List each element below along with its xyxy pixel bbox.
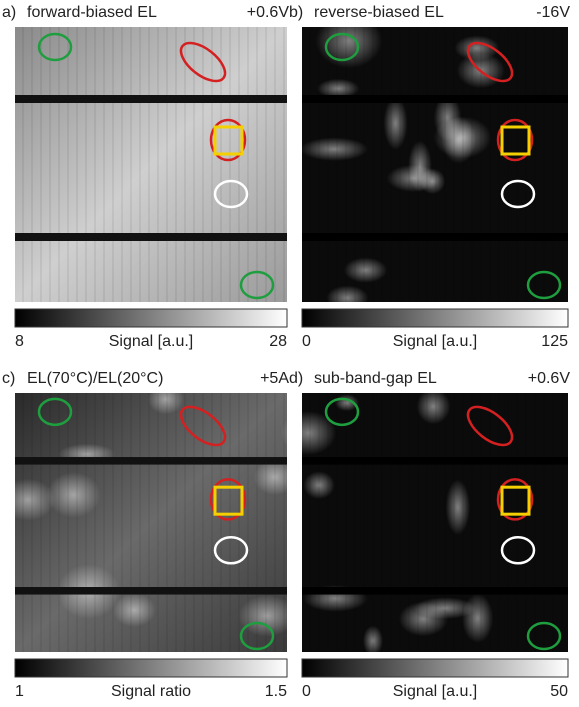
panel-condition: -16V bbox=[536, 4, 570, 21]
panel-condition: +0.6V bbox=[528, 370, 571, 387]
colorbar-max: 50 bbox=[550, 683, 568, 700]
panel-title: EL(70°C)/EL(20°C) bbox=[27, 370, 163, 387]
panel-title: sub-band-gap EL bbox=[314, 370, 437, 387]
busbar-gap bbox=[15, 457, 287, 465]
bright-region bbox=[326, 285, 368, 310]
colorbar-max: 1.5 bbox=[265, 683, 287, 700]
colorbar bbox=[302, 659, 568, 677]
panel-label: d) bbox=[289, 370, 303, 387]
panel-label: b) bbox=[289, 4, 303, 21]
bright-region bbox=[384, 97, 408, 150]
busbar-gap bbox=[15, 233, 287, 241]
panel-condition: +5A bbox=[260, 370, 289, 387]
panel-label: c) bbox=[2, 370, 15, 387]
bright-region bbox=[148, 384, 184, 414]
busbar-gap bbox=[302, 457, 568, 465]
image bbox=[302, 27, 568, 302]
bright-region bbox=[46, 472, 100, 517]
busbar-gap bbox=[15, 95, 287, 103]
busbar-gap bbox=[302, 233, 568, 241]
panel-title: forward-biased EL bbox=[27, 4, 157, 21]
colorbar-label: Signal [a.u.] bbox=[393, 683, 478, 700]
colorbar-label: Signal ratio bbox=[111, 683, 191, 700]
bright-region bbox=[387, 165, 441, 192]
colorbar-max: 125 bbox=[541, 333, 568, 350]
panel-condition: +0.6V bbox=[247, 4, 290, 21]
busbar-gap bbox=[15, 587, 287, 595]
panel-label: a) bbox=[2, 4, 16, 21]
colorbar-max: 28 bbox=[269, 333, 287, 350]
busbar-gap bbox=[302, 95, 568, 103]
colorbar-min: 8 bbox=[15, 333, 24, 350]
colorbar-label: Signal [a.u.] bbox=[109, 333, 194, 350]
figure: a) forward-biased EL +0.6V 8 Signal [a.u.] 28… bbox=[0, 0, 579, 707]
colorbar-min: 0 bbox=[302, 683, 311, 700]
colorbar bbox=[15, 309, 287, 327]
busbar-gap bbox=[302, 587, 568, 595]
bright-region bbox=[344, 257, 388, 282]
colorbar-label: Signal [a.u.] bbox=[393, 333, 478, 350]
colorbar bbox=[15, 659, 287, 677]
image bbox=[15, 27, 287, 302]
bright-region bbox=[1, 479, 55, 521]
bright-region bbox=[238, 595, 295, 637]
colorbar-min: 0 bbox=[302, 333, 311, 350]
bright-region bbox=[433, 116, 491, 158]
colorbar-min: 1 bbox=[15, 683, 24, 700]
bright-region bbox=[446, 479, 470, 535]
colorbar bbox=[302, 309, 568, 327]
